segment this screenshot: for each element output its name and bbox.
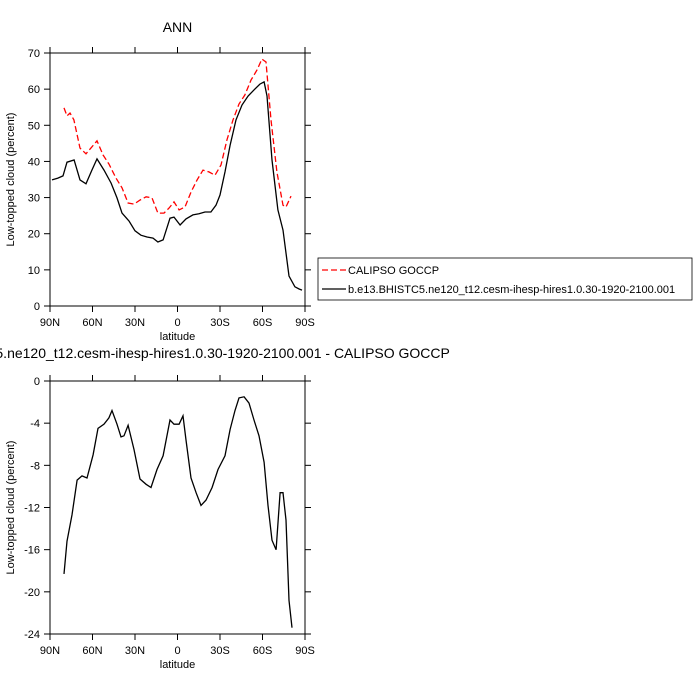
plot-frame (49, 380, 306, 635)
x-tick-label: 30N (125, 317, 145, 329)
y-tick-label: -20 (24, 587, 40, 599)
y-tick-label: 30 (28, 193, 40, 205)
y-tick-label: -12 (24, 503, 40, 515)
y-axis-label: Low-topped cloud (percent) (5, 441, 17, 575)
x-tick-label: 60N (82, 645, 102, 657)
y-tick-label: 60 (28, 84, 40, 96)
chart-title: b.e13.BHISTC5.ne120_t12.cesm-ihesp-hires… (0, 345, 450, 361)
x-tick-label: 90N (40, 645, 60, 657)
chart-title: ANN (163, 19, 193, 35)
x-tick-label: 0 (174, 645, 180, 657)
y-tick-label: 50 (28, 120, 40, 132)
x-axis-label: latitude (160, 331, 195, 343)
y-tick-label: 0 (34, 301, 40, 313)
y-tick-label: 70 (28, 48, 40, 60)
x-tick-label: 0 (174, 317, 180, 329)
x-tick-label: 30S (210, 645, 230, 657)
x-tick-label: 30S (210, 317, 230, 329)
x-tick-label: 90N (40, 317, 60, 329)
x-tick-label: 30N (125, 645, 145, 657)
y-tick-label: 10 (28, 265, 40, 277)
legend-label: b.e13.BHISTC5.ne120_t12.cesm-ihesp-hires… (348, 284, 675, 296)
y-tick-label: 0 (34, 376, 40, 388)
y-tick-label: -4 (30, 418, 40, 430)
y-axis-label: Low-topped cloud (percent) (5, 113, 17, 247)
data-line (63, 58, 292, 214)
data-line (63, 396, 293, 628)
x-tick-label: 60S (253, 317, 273, 329)
x-tick-label: 60S (253, 645, 273, 657)
x-tick-label: 90S (295, 645, 315, 657)
x-axis-label: latitude (160, 659, 195, 671)
y-tick-label: -24 (24, 629, 40, 641)
x-tick-label: 90S (295, 317, 315, 329)
x-tick-label: 60N (82, 317, 102, 329)
y-tick-label: 40 (28, 156, 40, 168)
data-line (51, 80, 303, 291)
y-tick-label: 20 (28, 229, 40, 241)
y-tick-label: -8 (30, 460, 40, 472)
legend-label: CALIPSO GOCCP (348, 265, 439, 277)
legend-box (317, 257, 693, 301)
y-tick-label: -16 (24, 545, 40, 557)
